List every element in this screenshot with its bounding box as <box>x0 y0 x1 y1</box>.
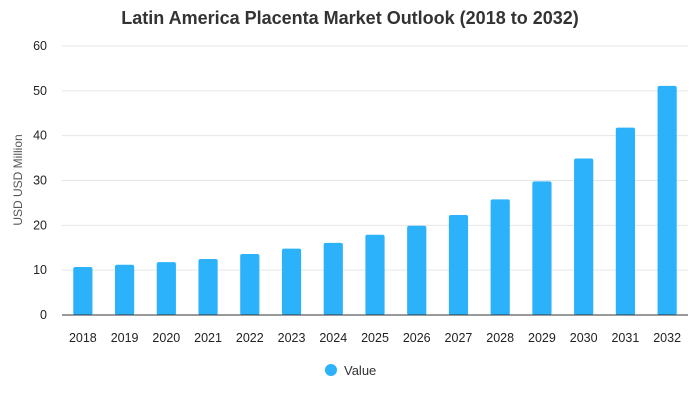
x-tick-label: 2032 <box>653 331 681 345</box>
x-tick-label: 2018 <box>69 331 97 345</box>
x-tick-label: 2027 <box>445 331 473 345</box>
x-tick-label: 2028 <box>486 331 514 345</box>
bar-2028 <box>490 199 510 315</box>
y-tick-label: 50 <box>33 84 47 98</box>
y-tick-label: 0 <box>40 308 47 322</box>
bars <box>73 85 677 315</box>
y-tick-label: 10 <box>33 263 47 277</box>
x-tick-label: 2026 <box>403 331 431 345</box>
y-axis-ticks: 0 10 20 30 40 50 60 <box>33 39 47 322</box>
bar-2027 <box>448 215 469 315</box>
bar-2018 <box>73 267 93 315</box>
bar-2029 <box>532 181 552 315</box>
x-axis-ticks: 2018 2019 2020 2021 2022 2023 2024 2025 2026 2027… <box>69 331 681 345</box>
y-tick-label: 40 <box>33 129 47 143</box>
x-tick-label: 2031 <box>611 331 639 345</box>
x-tick-label: 2021 <box>194 331 222 345</box>
y-tick-label: 60 <box>33 39 47 53</box>
bar-2031 <box>615 127 635 315</box>
y-axis-label: USD USD Million <box>11 134 25 225</box>
bar-2022 <box>240 254 260 315</box>
bar-2021 <box>198 258 218 315</box>
chart-title: Latin America Placenta Market Outlook (2… <box>121 8 579 28</box>
legend-label: Value <box>344 363 376 378</box>
x-tick-label: 2020 <box>152 331 180 345</box>
x-tick-label: 2024 <box>319 331 347 345</box>
bar-2024 <box>323 242 343 315</box>
x-tick-label: 2019 <box>111 331 139 345</box>
legend-marker <box>325 364 337 376</box>
legend: Value <box>325 363 376 378</box>
bar-2030 <box>574 158 594 315</box>
bar-2025 <box>365 234 385 315</box>
bar-2019 <box>115 264 135 315</box>
bar-2026 <box>407 225 427 315</box>
bar-2032 <box>657 85 677 315</box>
x-tick-label: 2022 <box>236 331 264 345</box>
y-tick-label: 20 <box>33 218 47 232</box>
y-tick-label: 30 <box>33 174 47 188</box>
bar-2023 <box>281 248 302 315</box>
x-tick-label: 2025 <box>361 331 389 345</box>
x-tick-label: 2023 <box>278 331 306 345</box>
bar-2020 <box>156 262 176 315</box>
x-tick-label: 2029 <box>528 331 556 345</box>
x-tick-label: 2030 <box>570 331 598 345</box>
